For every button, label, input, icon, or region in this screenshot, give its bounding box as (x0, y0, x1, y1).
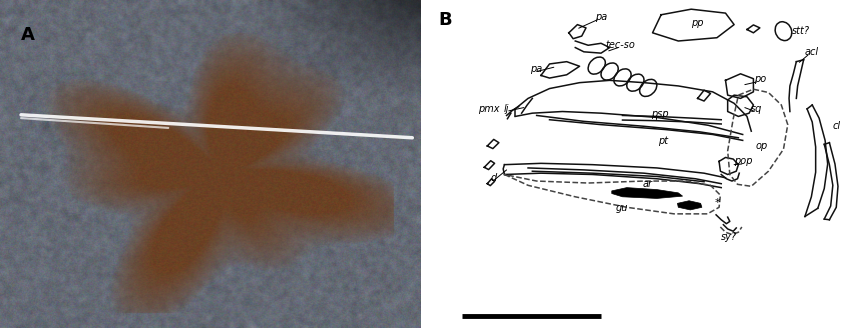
Text: sq: sq (751, 104, 762, 114)
Text: pa: pa (530, 64, 542, 74)
Text: pt: pt (658, 136, 668, 146)
Text: stt?: stt? (792, 26, 810, 35)
Polygon shape (612, 188, 683, 198)
Polygon shape (677, 201, 702, 210)
Text: po: po (754, 74, 766, 84)
Text: pa: pa (595, 12, 607, 22)
Text: acl: acl (804, 48, 819, 57)
Text: lj: lj (504, 104, 509, 114)
Text: gu: gu (615, 203, 628, 213)
Text: pop: pop (734, 156, 753, 166)
Text: *: * (715, 198, 721, 208)
Text: sy?: sy? (721, 232, 737, 242)
Text: B: B (438, 11, 451, 30)
Text: d: d (490, 173, 497, 183)
Text: cl: cl (832, 121, 841, 131)
Text: A: A (21, 26, 35, 44)
Text: pmx: pmx (478, 104, 499, 114)
Text: psp: psp (651, 109, 669, 119)
Text: ar: ar (643, 179, 653, 189)
Text: pp: pp (691, 18, 704, 28)
Text: tec-so: tec-so (605, 40, 635, 50)
Text: op: op (756, 141, 768, 151)
